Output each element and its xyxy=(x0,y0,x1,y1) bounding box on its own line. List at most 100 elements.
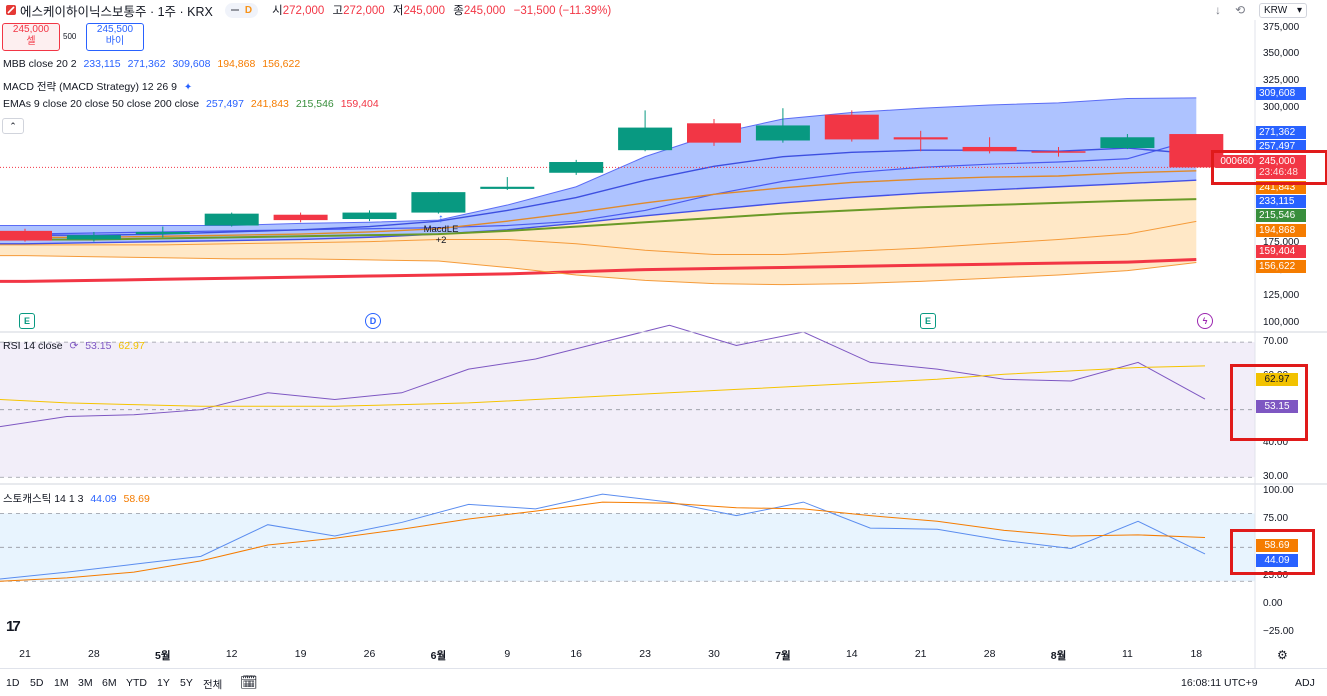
low-key: 저 xyxy=(392,5,404,17)
legend-mbb[interactable]: MBB close 20 2 233,115 271,362 309,608 1… xyxy=(3,58,304,70)
signal-sub: +2 xyxy=(435,235,447,246)
rsi-line xyxy=(0,324,1206,428)
time-axis-tick: 30 xyxy=(708,648,720,660)
bb-lower1-line xyxy=(0,220,1197,256)
range-button[interactable]: 6M xyxy=(102,677,117,689)
clock[interactable]: 16:08:11 UTC+9 xyxy=(1181,677,1258,689)
pane-separators xyxy=(0,20,1327,668)
sell-label: 셀 xyxy=(26,36,36,47)
arrow-down-icon[interactable]: ↓ xyxy=(1214,3,1221,17)
candle-body xyxy=(962,146,1017,152)
macd-signal-marker[interactable]: ↑ MacdLE +2 xyxy=(423,212,459,246)
tradingview-logo[interactable]: 17 xyxy=(6,618,21,635)
time-axis-tick: 19 xyxy=(294,648,307,660)
chevron-down-icon: ▾ xyxy=(1296,4,1302,16)
time-axis-tick: 8월 xyxy=(1050,650,1067,662)
header-tools: ↓ ⟲ KRW ▾ xyxy=(1215,0,1327,20)
sparkle-icon[interactable]: ✦ xyxy=(183,82,193,93)
time-axis-tick: 5월 xyxy=(155,650,171,662)
calendar-icon[interactable]: 🗓 xyxy=(240,674,258,690)
adj-toggle[interactable]: ADJ xyxy=(1295,677,1315,689)
dash-icon xyxy=(230,9,239,11)
last-price-label: 245,000 xyxy=(1256,155,1306,168)
time-axis-tick: 26 xyxy=(363,648,376,660)
mbb-v5: 156,622 xyxy=(262,58,301,70)
time-axis-tick: 6월 xyxy=(430,650,447,662)
range-button[interactable]: 1M xyxy=(54,677,69,689)
high-value: 272,000 xyxy=(343,5,385,17)
bb-lower2-line xyxy=(0,255,1197,286)
stoch-axis-tick: 25.00 xyxy=(1263,569,1289,581)
range-button[interactable]: 1D xyxy=(6,677,20,689)
buy-label: 바이 xyxy=(105,36,125,47)
bottom-divider xyxy=(0,668,1327,669)
candle-body xyxy=(1031,151,1086,153)
close-value: 245,000 xyxy=(463,5,506,17)
bb-upper-fill xyxy=(0,97,1197,244)
bb-basis-label: 233,115 xyxy=(1256,195,1306,208)
stoch-name: 스토캐스틱 14 1 3 xyxy=(3,493,84,505)
time-axis-tick: 7월 xyxy=(775,650,791,662)
rsi-name: RSI 14 close xyxy=(3,340,63,352)
sell-button[interactable]: 245,000 셀 xyxy=(2,23,60,51)
time-axis-tick: 12 xyxy=(225,648,238,660)
stoch-v1: 44.09 xyxy=(90,493,117,505)
refresh-icon[interactable]: ⟲ xyxy=(1234,3,1245,17)
price-axis-tick: 175,000 xyxy=(1263,236,1300,248)
collapse-legend-button[interactable]: ⌃ xyxy=(2,118,24,134)
mbb-v1: 233,115 xyxy=(83,58,121,70)
rsi-v1: 53.15 xyxy=(85,340,112,352)
candle-body xyxy=(1100,137,1155,149)
highlight-box-price xyxy=(1211,150,1327,185)
price-axis-tick: 325,000 xyxy=(1263,75,1300,87)
highlight-box-rsi xyxy=(1230,364,1308,441)
market-status-badge[interactable]: D xyxy=(224,2,259,18)
range-button[interactable]: YTD xyxy=(126,677,147,689)
stoch-v2: 58.69 xyxy=(123,493,150,505)
time-axis-tick: 9 xyxy=(504,648,511,660)
stoch-axis-tick: 0.00 xyxy=(1263,597,1283,609)
time-axis-tick: 16 xyxy=(570,648,583,660)
open-key: 시 xyxy=(272,5,283,17)
legend-emas[interactable]: EMAs 9 close 20 close 50 close 200 close… xyxy=(3,98,383,110)
time-axis-tick: 28 xyxy=(88,648,100,660)
candles xyxy=(0,108,1224,242)
legend-macd[interactable]: MACD 전략 (MACD Strategy) 12 26 9 ✦ xyxy=(3,79,196,94)
mbb-name: MBB close 20 2 xyxy=(3,58,77,70)
range-button[interactable]: 5D xyxy=(30,677,44,689)
legend-rsi[interactable]: RSI 14 close ⟳ 53.15 62.97 xyxy=(3,340,149,352)
lightning-icon[interactable]: ϟ xyxy=(1197,313,1213,329)
legend-stoch[interactable]: 스토캐스틱 14 1 3 44.09 58.69 xyxy=(3,491,154,506)
symbol-title[interactable]: 에스케이하이닉스보통주 · 1주 · KRX xyxy=(20,4,213,19)
candle-body xyxy=(549,162,604,173)
sync-icon[interactable]: ⟳ xyxy=(69,340,79,352)
spread-value: 500 xyxy=(63,32,77,41)
time-axis-tick: 14 xyxy=(845,648,858,660)
emas-v1: 257,497 xyxy=(206,98,244,110)
time-axis-tick: 23 xyxy=(639,648,651,660)
ohlc-values: 시272,000 고272,000 저245,000 종245,000 −31,… xyxy=(272,2,616,18)
range-button[interactable]: 전체 xyxy=(203,679,223,691)
symbol-label: 000660 xyxy=(1216,155,1258,168)
dividend-event-icon[interactable]: D xyxy=(365,313,381,329)
stoch-k-line xyxy=(0,493,1206,580)
flag-icon xyxy=(6,5,16,15)
stoch-axis-tick: −25.00 xyxy=(1263,626,1294,638)
open-value: 272,000 xyxy=(282,5,325,17)
settings-icon[interactable]: ⚙ xyxy=(1277,648,1288,662)
candle-body xyxy=(66,235,121,240)
range-button[interactable]: 5Y xyxy=(180,677,193,689)
rsi-signal-line xyxy=(0,365,1206,407)
range-button[interactable]: 3M xyxy=(78,677,93,689)
currency-select[interactable]: KRW ▾ xyxy=(1259,2,1307,18)
range-button[interactable]: 1Y xyxy=(157,677,170,689)
candle-body xyxy=(755,125,810,141)
close-key: 종 xyxy=(453,5,464,17)
low-value: 245,000 xyxy=(403,5,446,17)
earnings-event-icon[interactable]: E xyxy=(19,313,35,329)
sell-price: 245,000 xyxy=(12,24,50,35)
signal-label: MacdLE xyxy=(423,224,459,235)
earnings-event-icon[interactable]: E xyxy=(920,313,936,329)
buy-button[interactable]: 245,500 바이 xyxy=(86,23,144,51)
